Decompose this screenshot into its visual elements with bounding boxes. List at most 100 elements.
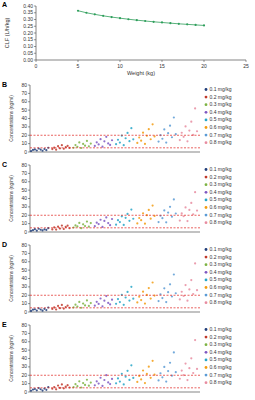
y-tick <box>34 33 36 34</box>
point <box>40 148 42 150</box>
point <box>130 127 132 129</box>
y-tick-label: 70 <box>21 90 27 96</box>
y-tick-label: 80 <box>21 82 27 88</box>
point <box>84 145 86 147</box>
point <box>84 225 86 227</box>
legend-swatch <box>205 359 208 362</box>
y-tick-label: 20 <box>21 372 27 378</box>
point <box>144 223 146 225</box>
figure: A0.000.050.100.150.200.250.300.350.40051… <box>0 0 255 400</box>
point <box>169 125 171 127</box>
marker <box>195 24 197 26</box>
point <box>41 389 43 391</box>
point <box>78 222 80 224</box>
legend-swatch <box>205 343 208 346</box>
point <box>99 297 101 299</box>
x-axis <box>30 392 200 393</box>
point <box>144 302 146 304</box>
point <box>163 128 165 130</box>
y-tick <box>28 198 30 199</box>
panel: B01020304050607080Concentrations (ng/ml)… <box>2 81 232 155</box>
point <box>179 139 181 141</box>
point <box>188 129 190 131</box>
point <box>96 301 98 303</box>
point <box>101 305 103 307</box>
point <box>181 212 183 214</box>
point <box>140 219 142 221</box>
point <box>167 211 169 213</box>
y-tick <box>34 46 36 47</box>
point <box>161 376 163 378</box>
y-tick <box>28 383 30 384</box>
y-tick-label: 50 <box>21 347 27 353</box>
point <box>148 366 150 368</box>
point <box>119 301 121 303</box>
point <box>132 298 134 300</box>
legend-label: 0.4 mg/kg <box>210 189 232 195</box>
legend-swatch <box>205 294 208 297</box>
point <box>55 149 57 151</box>
point <box>84 304 86 306</box>
panel-letter: E <box>2 321 7 328</box>
marker <box>203 24 205 26</box>
point <box>186 140 188 142</box>
point <box>94 384 96 386</box>
point <box>140 378 142 380</box>
point <box>90 142 92 144</box>
point <box>51 228 53 230</box>
point <box>61 304 63 306</box>
y-tick <box>28 333 30 334</box>
point <box>57 226 59 228</box>
y-axis-label: Concentrations (ng/ml) <box>9 335 14 382</box>
y-tick-label: 10 <box>21 140 27 146</box>
point <box>117 377 119 379</box>
point <box>40 229 42 231</box>
point <box>41 229 43 231</box>
point <box>103 140 105 142</box>
point <box>194 262 196 264</box>
point <box>179 220 181 222</box>
legend-swatch <box>205 191 208 194</box>
y-tick <box>28 261 30 262</box>
point <box>65 385 67 387</box>
y-tick <box>28 135 30 136</box>
point <box>105 216 107 218</box>
y-tick-label: 10 <box>21 300 27 306</box>
point <box>173 198 175 200</box>
y-tick <box>28 101 30 102</box>
point <box>117 298 119 300</box>
point <box>32 149 34 151</box>
point <box>146 373 148 375</box>
plot-area <box>30 262 200 312</box>
point <box>67 305 69 307</box>
point <box>57 305 59 307</box>
point <box>136 381 138 383</box>
point <box>82 302 84 304</box>
y-tick-label: 80 <box>21 162 27 168</box>
y-tick-label: 0.30 <box>23 16 33 22</box>
point <box>68 227 70 229</box>
point <box>109 224 111 226</box>
point <box>121 294 123 296</box>
point <box>119 142 121 144</box>
point <box>132 138 134 140</box>
point <box>45 309 47 311</box>
x-tick-label: 20 <box>201 63 207 69</box>
point <box>136 142 138 144</box>
point <box>53 306 55 308</box>
point <box>67 384 69 386</box>
y-tick <box>34 26 36 27</box>
legend-label: 0.5 mg/kg <box>210 196 232 202</box>
point <box>98 143 100 145</box>
y-tick-label: 40 <box>21 355 27 361</box>
point <box>163 366 165 368</box>
y-tick <box>28 181 30 182</box>
point <box>157 379 159 381</box>
legend-swatch <box>205 263 208 266</box>
point <box>169 283 171 285</box>
point <box>115 382 117 384</box>
point <box>88 385 90 387</box>
x-tick-label: 15 <box>159 63 165 69</box>
y-tick <box>34 19 36 20</box>
point <box>78 141 80 143</box>
